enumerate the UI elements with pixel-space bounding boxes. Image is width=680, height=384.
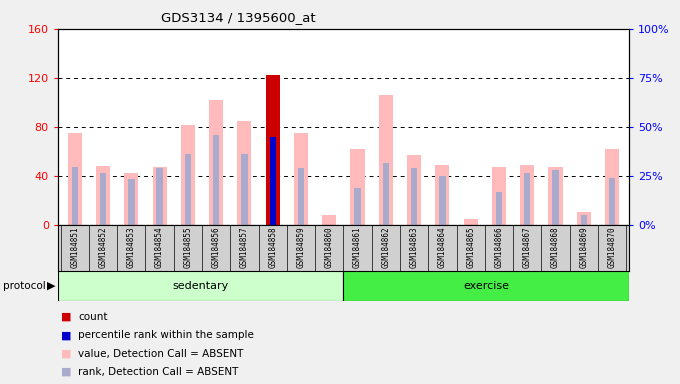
Bar	[152, 167, 167, 225]
Bar	[269, 137, 276, 225]
Bar	[181, 126, 195, 225]
Bar	[124, 173, 139, 225]
Text: GSM184863: GSM184863	[409, 226, 419, 268]
Bar	[435, 165, 449, 225]
Text: protocol: protocol	[3, 281, 46, 291]
Bar	[128, 179, 135, 225]
Bar	[96, 166, 110, 225]
Text: GSM184858: GSM184858	[268, 226, 277, 268]
Text: ■: ■	[61, 312, 71, 322]
Bar	[524, 173, 530, 225]
Bar	[609, 178, 615, 225]
Text: GSM184852: GSM184852	[99, 226, 107, 268]
Text: GSM184869: GSM184869	[579, 226, 588, 268]
Bar	[58, 271, 343, 301]
Text: rank, Detection Call = ABSENT: rank, Detection Call = ABSENT	[78, 367, 239, 377]
Bar	[266, 75, 279, 225]
Text: ▶: ▶	[48, 281, 56, 291]
Bar	[350, 149, 364, 225]
Text: GSM184857: GSM184857	[240, 226, 249, 268]
Text: GSM184851: GSM184851	[70, 226, 80, 268]
Bar	[407, 155, 421, 225]
Bar	[548, 167, 562, 225]
Bar	[496, 192, 502, 225]
Text: GSM184854: GSM184854	[155, 226, 164, 268]
Bar	[241, 154, 248, 225]
Text: GSM184860: GSM184860	[325, 226, 334, 268]
Bar	[213, 135, 220, 225]
Text: GSM184856: GSM184856	[211, 226, 220, 268]
Text: GSM184864: GSM184864	[438, 226, 447, 268]
Text: GSM184859: GSM184859	[296, 226, 305, 268]
Text: count: count	[78, 312, 107, 322]
Text: GSM184853: GSM184853	[127, 226, 136, 268]
Bar	[354, 188, 360, 225]
Bar	[552, 170, 559, 225]
Text: GSM184861: GSM184861	[353, 226, 362, 268]
Bar	[185, 154, 191, 225]
Text: ■: ■	[61, 367, 71, 377]
Text: GSM184866: GSM184866	[494, 226, 503, 268]
Bar	[577, 212, 591, 225]
Text: percentile rank within the sample: percentile rank within the sample	[78, 330, 254, 340]
Bar	[439, 176, 445, 225]
Text: GSM184867: GSM184867	[523, 226, 532, 268]
Text: ■: ■	[61, 349, 71, 359]
Bar	[209, 100, 223, 225]
Bar	[605, 149, 619, 225]
Bar	[237, 121, 252, 225]
Text: GSM184865: GSM184865	[466, 226, 475, 268]
Bar	[294, 133, 308, 225]
Bar	[100, 173, 106, 225]
Text: GSM184870: GSM184870	[607, 226, 617, 268]
Text: value, Detection Call = ABSENT: value, Detection Call = ABSENT	[78, 349, 243, 359]
Bar	[411, 168, 418, 225]
Text: GSM184855: GSM184855	[184, 226, 192, 268]
Bar	[383, 164, 389, 225]
Text: GDS3134 / 1395600_at: GDS3134 / 1395600_at	[160, 12, 316, 25]
Bar	[464, 218, 478, 225]
Bar	[520, 165, 534, 225]
Text: GSM184862: GSM184862	[381, 226, 390, 268]
Bar	[492, 167, 506, 225]
Bar	[298, 168, 304, 225]
Text: ■: ■	[61, 330, 71, 340]
Bar	[322, 215, 337, 225]
Bar	[68, 133, 82, 225]
Bar	[156, 168, 163, 225]
Bar	[71, 167, 78, 225]
Text: exercise: exercise	[463, 281, 509, 291]
Text: sedentary: sedentary	[173, 281, 228, 291]
Bar	[581, 215, 587, 225]
Text: GSM184868: GSM184868	[551, 226, 560, 268]
Bar	[379, 95, 393, 225]
Bar	[343, 271, 629, 301]
